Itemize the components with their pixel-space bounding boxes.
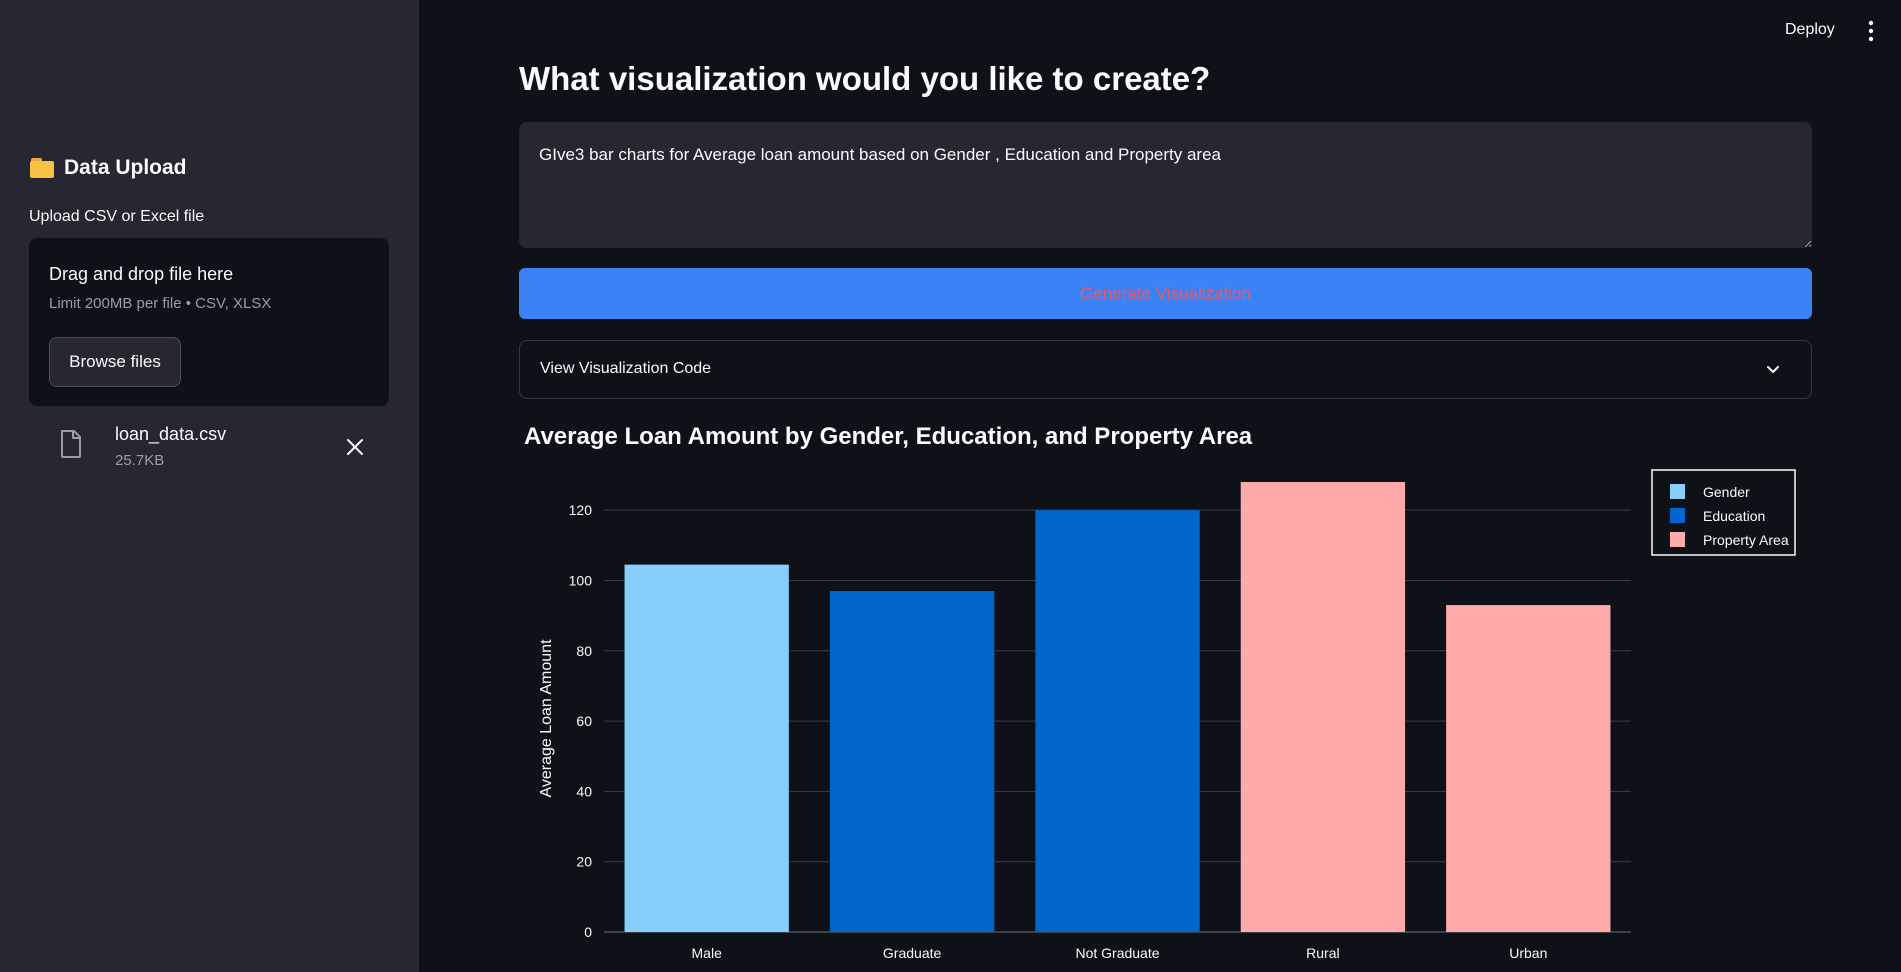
bar <box>1446 605 1611 932</box>
legend-label: Property Area <box>1703 532 1789 548</box>
legend-swatch <box>1670 532 1685 547</box>
legend-label: Education <box>1703 508 1765 524</box>
chart-title: Average Loan Amount by Gender, Education… <box>524 423 1253 450</box>
sidebar-title: Data Upload <box>30 156 187 180</box>
y-tick-label: 100 <box>569 572 593 588</box>
legend-label: Gender <box>1703 484 1750 500</box>
deploy-button[interactable]: Deploy <box>1785 21 1835 38</box>
file-size: 25.7KB <box>115 452 165 469</box>
upload-label: Upload CSV or Excel file <box>29 208 205 225</box>
file-dropzone[interactable]: Drag and drop file here Limit 200MB per … <box>29 238 389 406</box>
x-tick-label: Rural <box>1306 945 1339 961</box>
sidebar: Data Upload Upload CSV or Excel file Dra… <box>0 0 419 972</box>
bar <box>1240 482 1406 932</box>
x-tick-label: Urban <box>1509 945 1547 961</box>
y-tick-label: 80 <box>576 643 592 659</box>
more-options-icon[interactable] <box>1865 20 1877 42</box>
chart-container: Average Loan Amount by Gender, Education… <box>519 415 1812 972</box>
bar <box>829 591 995 932</box>
legend-swatch <box>1670 484 1685 499</box>
x-tick-label: Male <box>692 945 723 961</box>
bar <box>1035 510 1200 932</box>
browse-files-button[interactable]: Browse files <box>49 337 181 387</box>
folder-icon <box>30 158 56 178</box>
dropzone-limit-text: Limit 200MB per file • CSV, XLSX <box>49 295 272 312</box>
y-tick-label: 120 <box>569 502 593 518</box>
generate-visualization-button[interactable]: Generate Visualization <box>519 268 1812 319</box>
y-tick-label: 0 <box>584 924 592 940</box>
dropzone-title: Drag and drop file here <box>49 264 234 284</box>
y-tick-label: 40 <box>576 783 592 799</box>
expander-label: View Visualization Code <box>540 360 712 377</box>
sidebar-title-text: Data Upload <box>64 156 187 179</box>
bar-chart: Average Loan Amount by Gender, Education… <box>524 423 1796 961</box>
file-icon <box>61 430 81 458</box>
view-code-expander[interactable]: View Visualization Code <box>519 340 1812 399</box>
y-axis-label: Average Loan Amount <box>538 639 555 798</box>
y-tick-label: 20 <box>576 854 592 870</box>
chevron-down-icon <box>1767 366 1779 373</box>
legend-box <box>1651 469 1796 556</box>
bar <box>624 564 789 932</box>
y-tick-label: 60 <box>576 713 592 729</box>
file-name: loan_data.csv <box>115 424 227 444</box>
prompt-input[interactable] <box>519 122 1812 248</box>
uploaded-file-item: loan_data.csv 25.7KB <box>56 422 376 478</box>
x-tick-label: Not Graduate <box>1075 945 1159 961</box>
legend-swatch <box>1670 508 1685 523</box>
page-title: What visualization would you like to cre… <box>519 60 1211 97</box>
close-icon[interactable] <box>346 438 364 456</box>
x-tick-label: Graduate <box>883 945 942 961</box>
